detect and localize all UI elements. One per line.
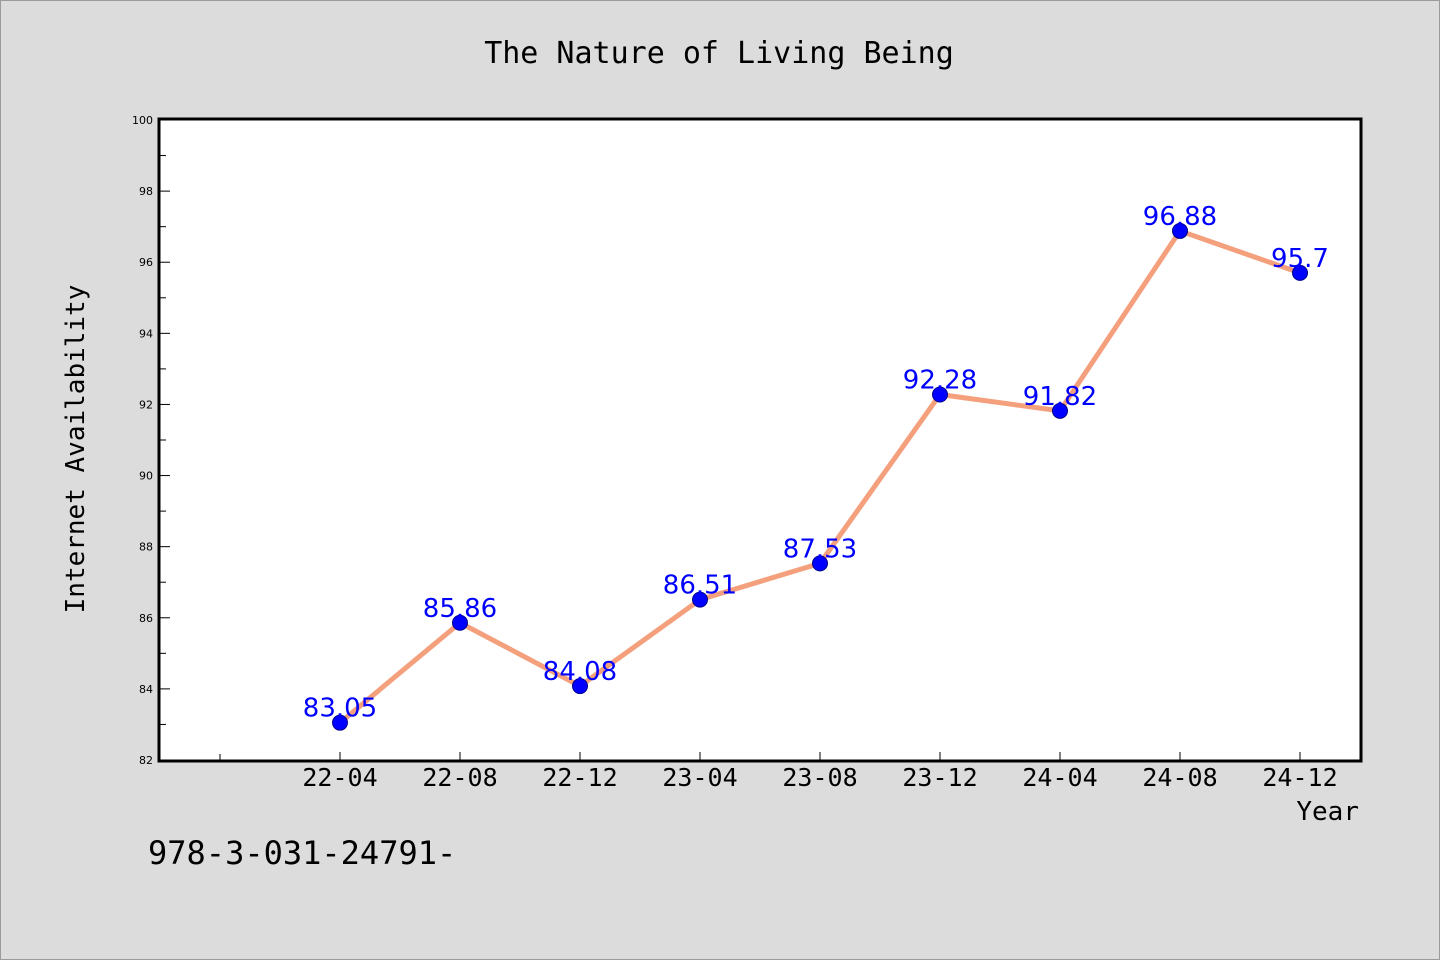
x-tick-label: 22-12 — [542, 763, 617, 792]
y-axis-label: Internet Availability — [61, 285, 91, 614]
data-point — [1292, 264, 1308, 281]
data-point — [1172, 222, 1188, 239]
x-tick-label: 23-04 — [662, 763, 737, 792]
x-tick-label: 23-08 — [782, 763, 857, 792]
y-tick-label: 98 — [139, 185, 153, 198]
data-label: 96.88 — [1143, 202, 1217, 232]
data-point — [332, 714, 348, 731]
data-point — [1052, 402, 1068, 419]
y-tick-label: 92 — [139, 398, 153, 411]
data-label: 91.82 — [1023, 382, 1097, 412]
x-tick-label: 24-08 — [1142, 763, 1217, 792]
y-tick-label: 94 — [139, 327, 153, 340]
data-label: 95.7 — [1271, 244, 1329, 274]
x-axis-label: Year — [1296, 797, 1359, 827]
data-label: 84.08 — [543, 657, 617, 687]
x-tick-label: 24-04 — [1022, 763, 1097, 792]
x-tick-label: 24-12 — [1262, 763, 1337, 792]
y-tick-label: 86 — [139, 612, 153, 625]
chart-title: The Nature of Living Being — [484, 36, 954, 71]
y-axis: 82 84 86 88 90 92 94 96 98 100 — [132, 114, 170, 767]
footer-text: 978-3-031-24791- — [148, 834, 456, 872]
data-point — [812, 555, 828, 572]
data-point — [932, 386, 948, 403]
data-label: 85.86 — [423, 594, 497, 624]
y-tick-label: 100 — [132, 114, 153, 127]
x-axis: 22-04 22-08 22-12 23-04 23-08 23-12 24-04 24-08… — [219, 752, 1338, 792]
data-point — [572, 678, 588, 695]
data-label: 87.53 — [783, 534, 857, 564]
y-tick-label: 84 — [139, 683, 153, 696]
data-point — [452, 614, 468, 631]
x-tick-label: 22-04 — [302, 763, 377, 792]
series-layer: 83.05 85.86 84.08 86.51 87.53 92.28 91.82 96.88… — [303, 202, 1329, 731]
x-tick-label: 22-08 — [422, 763, 497, 792]
y-tick-label: 90 — [139, 470, 153, 483]
y-tick-label: 82 — [139, 754, 153, 767]
data-point — [692, 591, 708, 608]
plot-area — [157, 117, 1363, 763]
data-label: 86.51 — [663, 571, 737, 601]
data-label: 92.28 — [903, 365, 977, 395]
y-tick-label: 96 — [139, 256, 153, 269]
x-tick-label: 23-12 — [902, 763, 977, 792]
y-tick-label: 88 — [139, 541, 153, 554]
data-label: 83.05 — [303, 694, 377, 724]
